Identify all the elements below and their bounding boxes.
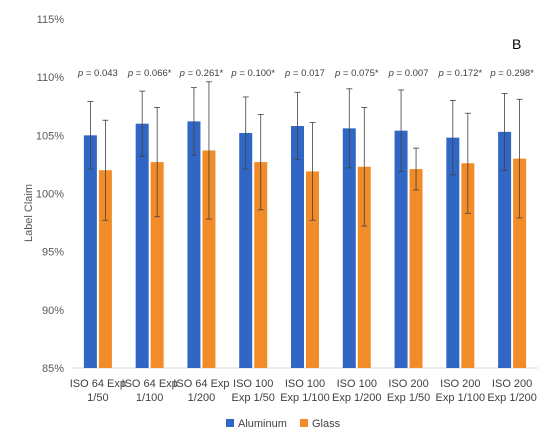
bar-glass (461, 163, 475, 368)
y-tick-label: 85% (42, 363, 64, 375)
bar-glass (306, 171, 319, 368)
bar-aluminum (291, 126, 304, 368)
x-tick-label: ISO 64 Exp 1/200 (173, 378, 229, 404)
p-value-label: p = 0.100* (230, 68, 275, 79)
x-tick-label: ISO 64 Exp 1/50 (70, 378, 126, 404)
x-tick-label: ISO 200 Exp 1/100 (436, 378, 486, 404)
p-value-label: p = 0.298* (489, 68, 534, 79)
y-tick-label: 100% (36, 189, 64, 201)
p-value-label: p = 0.043 (77, 68, 118, 79)
p-value-label: p = 0.017 (284, 68, 325, 79)
legend-swatch-aluminum (226, 419, 234, 427)
x-tick-label: ISO 100 Exp 1/100 (280, 378, 330, 404)
bar-aluminum (394, 130, 408, 368)
y-tick-label: 90% (42, 305, 64, 317)
bar-glass (98, 170, 112, 368)
y-tick-label: 110% (37, 72, 65, 84)
p-value-label: p = 0.172* (438, 68, 483, 79)
x-tick-label: ISO 64 Exp 1/100 (122, 378, 178, 404)
x-tick-label: ISO 100 Exp 1/200 (332, 378, 382, 404)
bar-aluminum (498, 131, 512, 368)
bar-glass (513, 158, 527, 368)
bar-glass (357, 166, 371, 368)
bar-glass (409, 169, 423, 368)
legend-label-aluminum: Aluminum (238, 418, 287, 430)
legend: Aluminum Glass (226, 418, 341, 430)
panel-label: B (512, 36, 521, 52)
x-tick-label: ISO 100 Exp 1/50 (232, 378, 275, 404)
bar-aluminum (135, 123, 149, 368)
y-axis: 85% 90% 95% 100% 105% 110% 115% (36, 14, 64, 375)
x-tick-label: ISO 200 Exp 1/50 (387, 378, 430, 404)
p-value-label: p = 0.007 (388, 68, 429, 79)
p-value-label: p = 0.261* (179, 68, 224, 79)
bar-glass (254, 162, 268, 368)
p-value-label: p = 0.066* (127, 68, 172, 79)
bar-aluminum (239, 133, 253, 368)
p-value-annotations: p = 0.043 p = 0.066* p = 0.261* p = 0.100* p… (77, 68, 534, 79)
plot-area (72, 81, 538, 369)
y-tick-label: 95% (42, 247, 64, 259)
y-tick-label: 105% (36, 130, 64, 142)
bar-aluminum (83, 135, 97, 368)
p-value-label: p = 0.075* (334, 68, 379, 79)
bar-aluminum (342, 128, 356, 368)
bar-glass (150, 162, 164, 368)
bar-aluminum (187, 121, 201, 368)
legend-label-glass: Glass (312, 418, 341, 430)
bar-glass (202, 150, 216, 368)
legend-swatch-glass (300, 419, 308, 427)
bar-aluminum (446, 137, 460, 368)
y-axis-title: Label Claim (23, 184, 35, 242)
x-tick-label: ISO 200 Exp 1/200 (487, 378, 537, 404)
y-tick-label: 115% (37, 14, 65, 26)
